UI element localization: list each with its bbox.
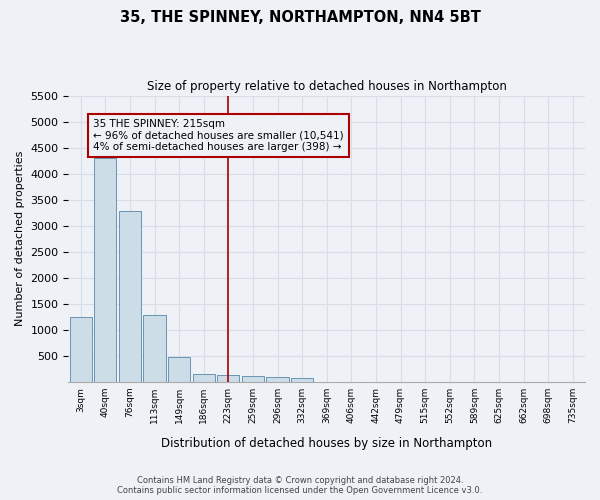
Text: 35 THE SPINNEY: 215sqm
← 96% of detached houses are smaller (10,541)
4% of semi-: 35 THE SPINNEY: 215sqm ← 96% of detached…	[93, 119, 344, 152]
Title: Size of property relative to detached houses in Northampton: Size of property relative to detached ho…	[147, 80, 506, 93]
Text: 35, THE SPINNEY, NORTHAMPTON, NN4 5BT: 35, THE SPINNEY, NORTHAMPTON, NN4 5BT	[119, 10, 481, 25]
Bar	[242, 376, 264, 382]
Bar	[143, 315, 166, 382]
Bar	[266, 377, 289, 382]
Bar	[70, 317, 92, 382]
Bar	[193, 374, 215, 382]
Bar	[94, 158, 116, 382]
Text: Contains HM Land Registry data © Crown copyright and database right 2024.
Contai: Contains HM Land Registry data © Crown c…	[118, 476, 482, 495]
Bar	[119, 211, 141, 382]
Y-axis label: Number of detached properties: Number of detached properties	[15, 151, 25, 326]
X-axis label: Distribution of detached houses by size in Northampton: Distribution of detached houses by size …	[161, 437, 492, 450]
Bar	[291, 378, 313, 382]
Bar	[168, 358, 190, 382]
Bar	[217, 374, 239, 382]
